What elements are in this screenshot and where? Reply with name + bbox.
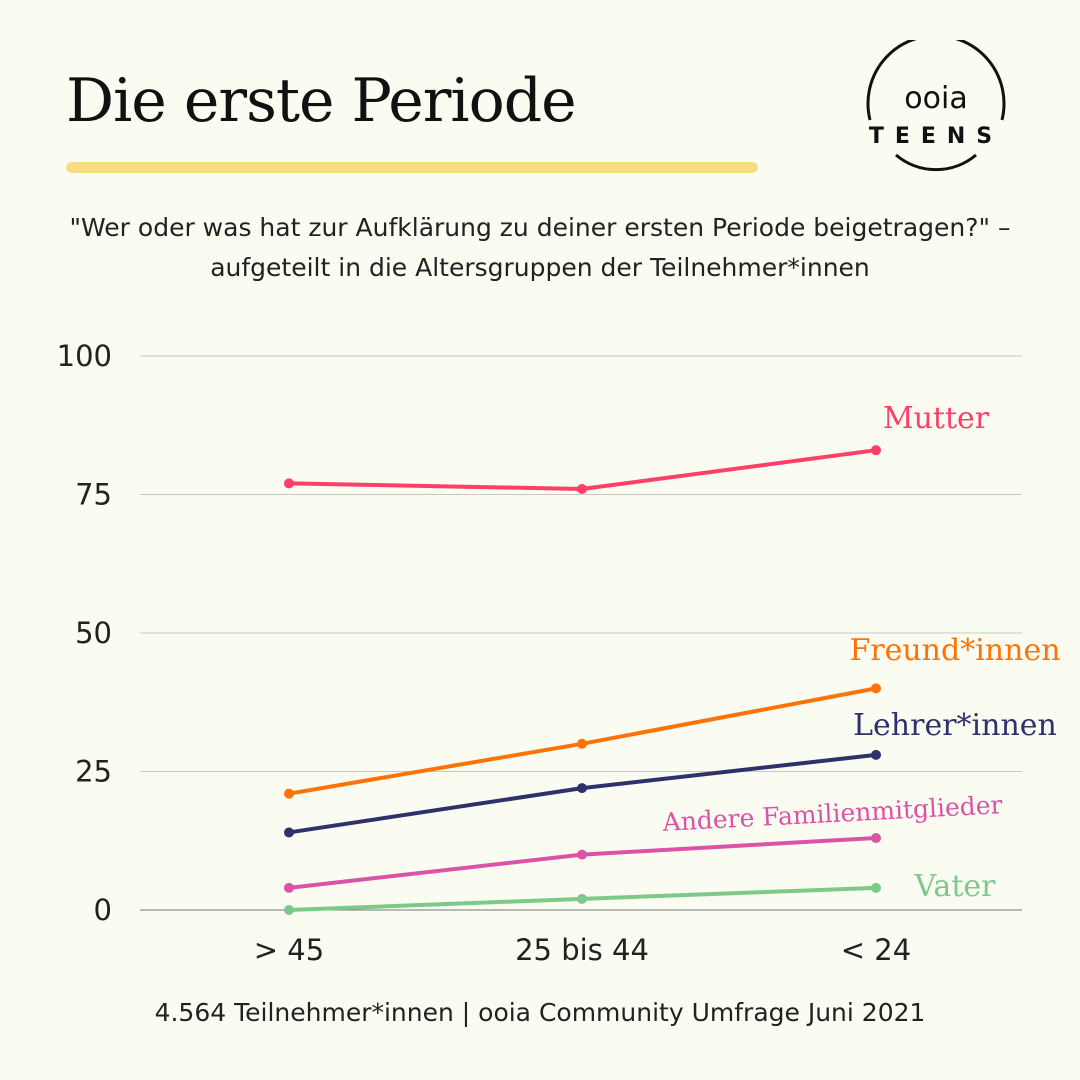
page-title: Die erste Periode xyxy=(66,66,577,136)
series-label: Vater xyxy=(914,869,997,904)
data-point xyxy=(284,882,294,893)
data-point xyxy=(871,445,881,456)
data-point xyxy=(871,882,881,893)
data-point xyxy=(871,832,881,843)
data-point xyxy=(577,738,587,749)
data-point xyxy=(871,749,881,760)
y-tick-label: 25 xyxy=(75,755,112,789)
data-point xyxy=(577,483,587,494)
series-line-3 xyxy=(288,835,877,890)
series-label: Lehrer*innen xyxy=(853,708,1057,743)
chart-subtitle: "Wer oder was hat zur Aufklärung zu dein… xyxy=(69,213,1011,282)
data-point xyxy=(577,783,587,794)
title-underline xyxy=(66,162,758,173)
y-tick-label: 0 xyxy=(94,893,112,927)
series-label: Freund*innen xyxy=(849,633,1060,668)
y-tick-label: 50 xyxy=(75,616,112,650)
data-point xyxy=(284,788,294,799)
ooia-teens-logo: ooia TEENS xyxy=(866,40,1006,172)
series-label: Mutter xyxy=(883,401,990,436)
x-tick-label: < 24 xyxy=(841,933,911,967)
data-point xyxy=(284,905,294,915)
x-tick-label: > 45 xyxy=(254,933,324,967)
svg-text:ooia: ooia xyxy=(904,81,967,116)
series-label: Andere Familienmitglieder xyxy=(661,790,1003,837)
series-line-0 xyxy=(288,448,877,491)
svg-text:TEENS: TEENS xyxy=(869,124,1003,149)
chart-footer: 4.564 Teilnehmer*innen | ooia Community … xyxy=(154,998,926,1027)
y-tick-label: 75 xyxy=(75,478,112,512)
data-point xyxy=(577,893,587,904)
data-point xyxy=(284,478,294,489)
y-tick-label: 100 xyxy=(57,339,112,373)
data-point xyxy=(577,849,587,860)
x-tick-label: 25 bis 44 xyxy=(515,933,649,967)
data-point xyxy=(284,827,294,838)
data-point xyxy=(871,683,881,694)
